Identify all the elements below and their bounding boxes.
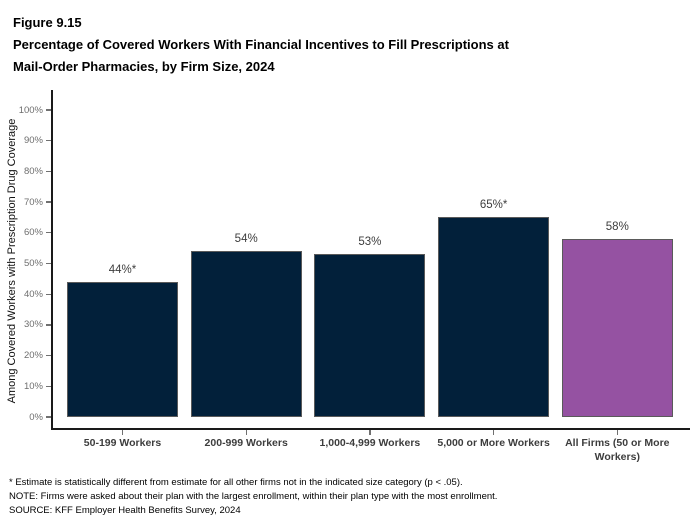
y-tick	[45, 232, 51, 234]
y-tick	[45, 201, 51, 203]
footnotes: * Estimate is statistically different fr…	[9, 476, 694, 519]
bar	[190, 251, 302, 417]
y-tick	[45, 324, 51, 326]
y-tick-label: 20%	[23, 350, 43, 362]
y-tick	[45, 293, 51, 295]
x-tick	[245, 430, 247, 435]
y-tick-label: 40%	[23, 288, 43, 300]
y-tick-label: 90%	[23, 135, 43, 147]
bar	[314, 254, 426, 417]
x-tick-label: 5,000 or More Workers	[437, 437, 550, 449]
y-tick	[45, 354, 51, 357]
y-tick-label: 100%	[18, 104, 43, 116]
x-tick	[121, 430, 124, 435]
x-tick	[616, 430, 618, 435]
y-axis-line	[51, 90, 53, 430]
x-tick-label: All Firms (50 or More Workers)	[565, 437, 670, 463]
x-tick-label: 1,000-4,999 Workers	[319, 437, 421, 449]
figure-title-line-1: Percentage of Covered Workers With Finan…	[13, 37, 509, 52]
y-tick-label: 50%	[23, 258, 43, 269]
x-tick-label: 200-999 Workers	[204, 437, 288, 449]
footnote-asterisk: * Estimate is statistically different fr…	[9, 477, 463, 488]
y-tick	[45, 416, 51, 418]
y-tick-label: 0%	[29, 411, 43, 423]
bar-value-label: 65%*	[479, 199, 508, 212]
y-tick	[45, 262, 51, 265]
y-tick	[45, 109, 51, 111]
bar	[438, 217, 550, 417]
y-tick	[45, 385, 51, 387]
plot-area: 0% 10% 20% 30% 40% 50% 60% 70% 80% 90% 100% 44%* 50-…	[19, 90, 690, 463]
x-axis-line	[51, 428, 690, 430]
y-tick-label: 10%	[23, 380, 43, 392]
y-tick-label: 30%	[23, 319, 43, 331]
y-tick-label: 80%	[23, 165, 43, 177]
x-tick	[369, 430, 371, 435]
bar	[561, 238, 673, 417]
y-tick-label: 70%	[23, 196, 43, 208]
bar-value-label: 53%	[358, 236, 382, 249]
bar	[67, 281, 178, 417]
y-tick-label: 60%	[23, 227, 43, 239]
footnote-note: NOTE: Firms were asked about their plan …	[9, 491, 498, 503]
figure-label: Figure 9.15	[13, 15, 82, 30]
x-tick-label: 50-199 Workers	[83, 437, 162, 449]
figure-title-line-2: Mail-Order Pharmacies, by Firm Size, 202…	[13, 59, 275, 74]
y-tick	[45, 140, 51, 142]
x-tick	[492, 430, 495, 435]
bar-value-label: 54%	[234, 233, 258, 246]
bar-value-label: 58%	[605, 220, 629, 233]
bar-value-label: 44%*	[108, 263, 137, 276]
footnote-source: SOURCE: KFF Employer Health Benefits Sur…	[9, 505, 241, 517]
figure-header: Figure 9.15 Percentage of Covered Worker…	[13, 12, 613, 78]
y-tick	[45, 170, 51, 173]
